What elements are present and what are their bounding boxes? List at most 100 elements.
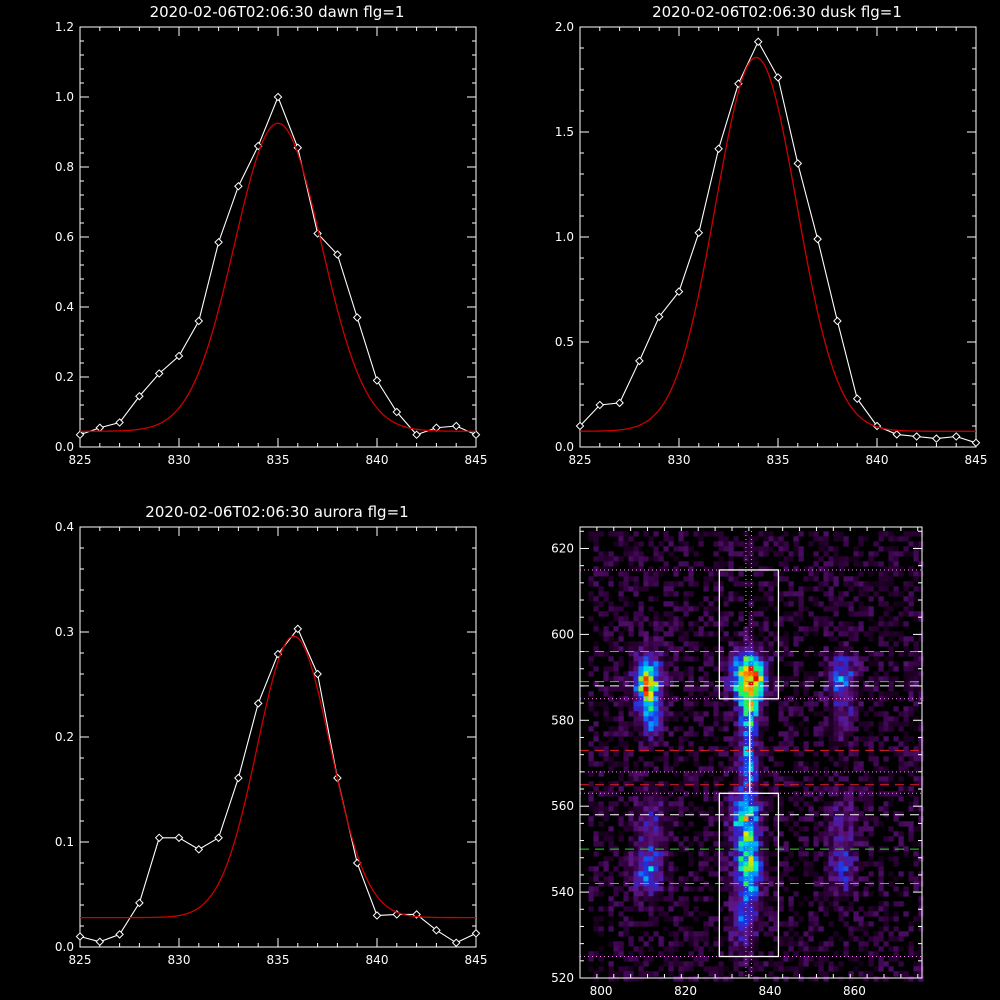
- heatmap-cell: [643, 931, 649, 937]
- heatmap-cell: [833, 806, 839, 812]
- heatmap-cell: [843, 806, 849, 812]
- heatmap-cell: [843, 866, 849, 872]
- heatmap-cell: [908, 806, 914, 812]
- heatmap-cell: [688, 591, 694, 597]
- heatmap-cell: [738, 646, 744, 652]
- heatmap-cell: [673, 566, 679, 572]
- heatmap-cell: [918, 956, 924, 962]
- heatmap-cell: [623, 781, 629, 787]
- heatmap-cell: [733, 886, 739, 892]
- heatmap-cell: [618, 886, 624, 892]
- heatmap-cell: [803, 866, 809, 872]
- heatmap-cell: [858, 816, 864, 822]
- heatmap-cell: [908, 946, 914, 952]
- heatmap-cell: [693, 631, 699, 637]
- heatmap-cell: [628, 566, 634, 572]
- heatmap-cell: [718, 661, 724, 667]
- heatmap-cell: [913, 576, 919, 582]
- heatmap-cell: [913, 531, 919, 537]
- heatmap-cell: [718, 666, 724, 672]
- heatmap-cell: [738, 831, 744, 837]
- heatmap-cell: [773, 821, 779, 827]
- heatmap-cell: [813, 711, 819, 717]
- heatmap-cell: [643, 696, 649, 702]
- heatmap-cell: [693, 946, 699, 952]
- heatmap-cell: [893, 601, 899, 607]
- heatmap-cell: [668, 901, 674, 907]
- heatmap-cell: [638, 731, 644, 737]
- heatmap-cell: [748, 896, 754, 902]
- data-point-diamond: [451, 938, 461, 948]
- heatmap-cell: [758, 906, 764, 912]
- heatmap-cell: [588, 761, 594, 767]
- data-point-diamond: [635, 356, 644, 366]
- heatmap-cell: [608, 736, 614, 742]
- heatmap-cell: [738, 596, 744, 602]
- heatmap-cell: [828, 706, 834, 712]
- heatmap-cell: [878, 621, 884, 627]
- heatmap-cell: [823, 771, 829, 777]
- y-tick-label: 1.0: [55, 90, 74, 104]
- heatmap-cell: [748, 731, 754, 737]
- heatmap-cell: [863, 841, 869, 847]
- heatmap-cell: [748, 916, 754, 922]
- heatmap-cell: [673, 726, 679, 732]
- x-tick-label: 835: [767, 453, 790, 467]
- heatmap-cell: [773, 606, 779, 612]
- heatmap-cell: [833, 786, 839, 792]
- heatmap-cell: [663, 546, 669, 552]
- heatmap-cell: [648, 596, 654, 602]
- heatmap-cell: [723, 751, 729, 757]
- heatmap-cell: [643, 806, 649, 812]
- heatmap-cell: [728, 816, 734, 822]
- heatmap-cell: [833, 906, 839, 912]
- heatmap-cell: [753, 666, 759, 672]
- heatmap-cell: [913, 826, 919, 832]
- heatmap-cell: [803, 896, 809, 902]
- heatmap-cell: [763, 706, 769, 712]
- heatmap-cell: [763, 896, 769, 902]
- heatmap-cell: [693, 686, 699, 692]
- heatmap-cell: [793, 966, 799, 972]
- heatmap-cell: [838, 596, 844, 602]
- heatmap-cell: [658, 756, 664, 762]
- heatmap-cell: [673, 936, 679, 942]
- heatmap-cell: [743, 811, 749, 817]
- heatmap-cell: [648, 821, 654, 827]
- heatmap-cell: [873, 686, 879, 692]
- heatmap-cell: [678, 926, 684, 932]
- heatmap-cell: [763, 701, 769, 707]
- heatmap-cell: [698, 841, 704, 847]
- data-point-diamond: [471, 929, 481, 938]
- heatmap-cell: [808, 811, 814, 817]
- heatmap-cell: [863, 821, 869, 827]
- heatmap-cell: [843, 721, 849, 727]
- heatmap-cell: [723, 966, 729, 972]
- heatmap-cell: [823, 836, 829, 842]
- heatmap-cell: [813, 926, 819, 932]
- heatmap-cell: [848, 661, 854, 667]
- heatmap-cell: [913, 976, 919, 982]
- heatmap-cell: [663, 706, 669, 712]
- heatmap-cell: [883, 621, 889, 627]
- heatmap-cell: [823, 956, 829, 962]
- heatmap-cell: [718, 726, 724, 732]
- heatmap-cell: [593, 926, 599, 932]
- heatmap-cell: [853, 556, 859, 562]
- heatmap-cell: [843, 576, 849, 582]
- heatmap-cell: [628, 546, 634, 552]
- heatmap-cell: [688, 911, 694, 917]
- heatmap-cell: [913, 801, 919, 807]
- heatmap-cell: [658, 796, 664, 802]
- heatmap-cell: [878, 631, 884, 637]
- heatmap-cell: [613, 941, 619, 947]
- heatmap-cell: [623, 896, 629, 902]
- heatmap-cell: [773, 746, 779, 752]
- heatmap-cell: [743, 556, 749, 562]
- heatmap-cell: [608, 826, 614, 832]
- heatmap-cell: [663, 816, 669, 822]
- heatmap-cell: [688, 706, 694, 712]
- heatmap-cell: [813, 671, 819, 677]
- heatmap-cell: [643, 941, 649, 947]
- heatmap-cell: [798, 721, 804, 727]
